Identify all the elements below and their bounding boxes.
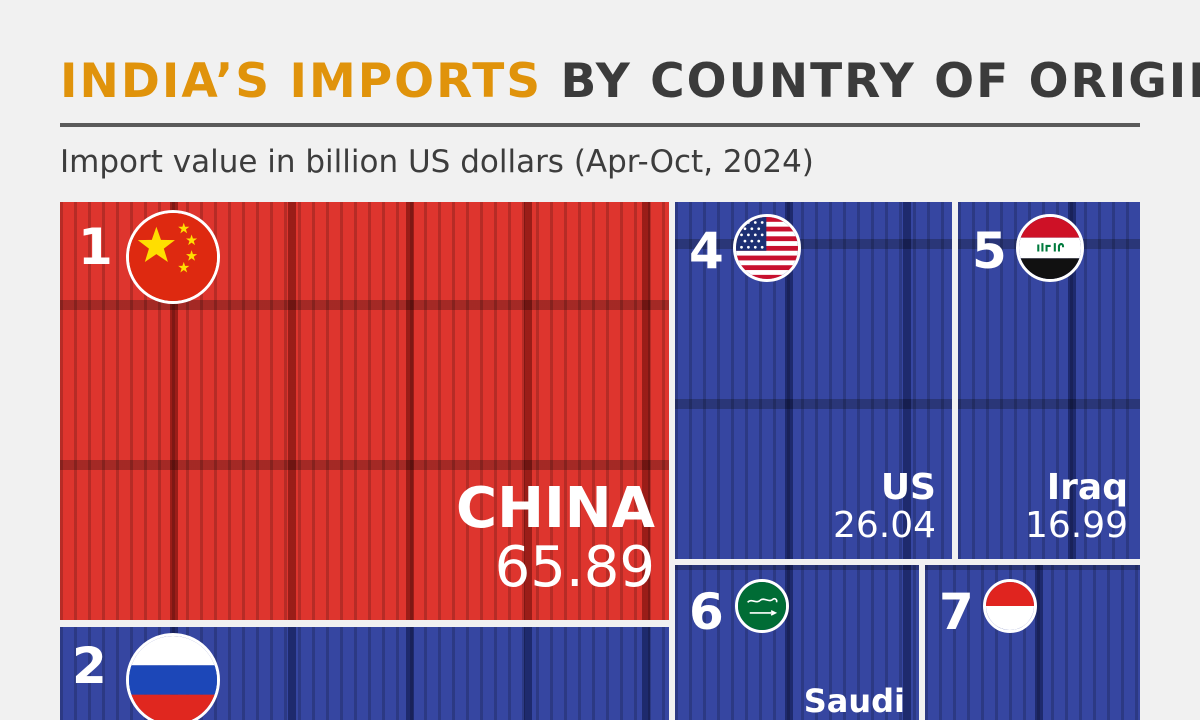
- import-value: 65.89: [494, 535, 655, 601]
- china-label: CHINA 65.89: [456, 480, 655, 598]
- us-label: US 26.04: [833, 469, 936, 545]
- country-name: Iraq: [1046, 467, 1128, 509]
- title-divider: [60, 123, 1140, 127]
- rank-label: 4: [689, 222, 724, 280]
- tile-iraq: 5 Iraq 16.99: [958, 202, 1140, 559]
- rank-label: 7: [939, 583, 974, 641]
- tile-china: 1 CHINA 65.89: [60, 202, 669, 620]
- title-highlight: INDIA’S IMPORTS: [60, 54, 543, 109]
- title-rest: BY COUNTRY OF ORIGIN: [542, 54, 1200, 109]
- import-value: 26.04: [832, 505, 936, 547]
- tile-russia: 2: [60, 627, 669, 720]
- country-name: US: [880, 467, 936, 509]
- chart-subtitle: Import value in billion US dollars (Apr-…: [60, 144, 814, 180]
- china-flag-icon: [126, 210, 220, 304]
- saudi-label: Saudi: [803, 682, 905, 720]
- country-name: Saudi: [803, 682, 905, 720]
- rank-label: 5: [972, 222, 1007, 280]
- rank-label: 2: [72, 637, 107, 695]
- country-name: CHINA: [455, 476, 655, 542]
- russia-flag-icon: [126, 633, 220, 720]
- iraq-flag-icon: [1016, 214, 1084, 282]
- tile-us: 4 US: [675, 202, 952, 559]
- chart-title: INDIA’S IMPORTS BY COUNTRY OF ORIGIN: [60, 52, 1200, 112]
- indonesia-flag-icon: [983, 579, 1037, 633]
- usa-flag-icon: [733, 214, 801, 282]
- import-value: 16.99: [1024, 505, 1128, 547]
- iraq-label: Iraq 16.99: [1025, 469, 1128, 545]
- rank-label: 6: [689, 583, 724, 641]
- rank-label: 1: [78, 218, 113, 276]
- tile-indonesia: 7: [925, 565, 1140, 720]
- saudi-arabia-flag-icon: [735, 579, 789, 633]
- tile-saudi: 6 Saudi: [675, 565, 919, 720]
